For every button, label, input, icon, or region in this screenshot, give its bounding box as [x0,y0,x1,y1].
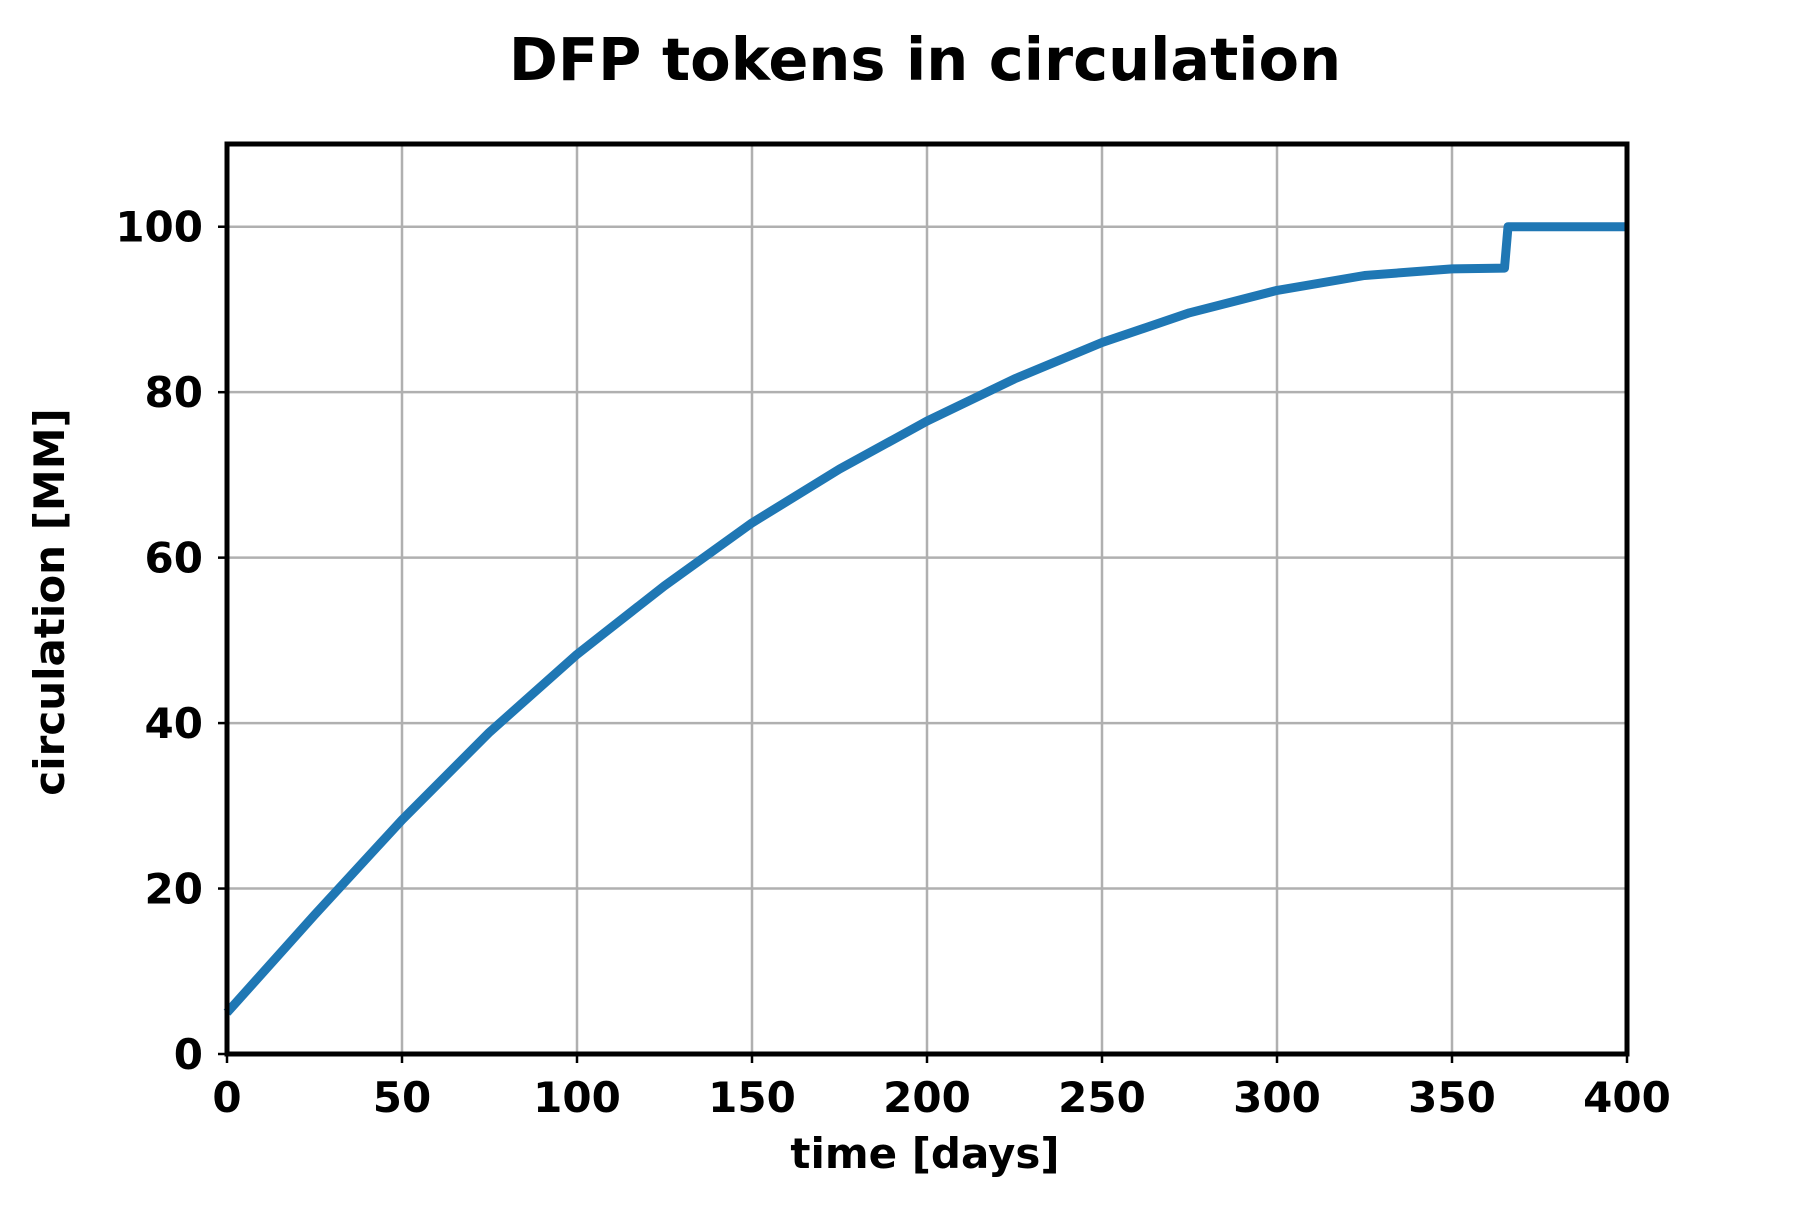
x-tick-label: 250 [1058,1073,1146,1122]
x-tick-label: 150 [708,1073,796,1122]
x-tick-label: 400 [1583,1073,1671,1122]
y-axis-label: circulation [MM] [25,408,74,795]
x-tick-label: 50 [373,1073,431,1122]
y-tick-label: 0 [174,1030,203,1079]
x-axis-label: time [days] [790,1129,1059,1178]
chart-title: DFP tokens in circulation [509,25,1341,94]
grid [225,144,1629,1056]
x-tick-label: 350 [1408,1073,1496,1122]
series-line [223,222,1627,1016]
y-axis-ticks: 0 20 40 60 80 100 [115,203,227,1079]
x-tick-label: 200 [883,1073,971,1122]
y-tick-label: 20 [145,865,203,914]
series-layer [223,222,1627,1016]
y-tick-label: 60 [145,534,203,583]
x-axis-ticks: 0 50 100 150 200 250 300 350 400 [212,1054,1671,1122]
x-tick-label: 0 [212,1073,241,1122]
y-tick-label: 80 [145,368,203,417]
y-tick-label: 40 [145,699,203,748]
x-tick-label: 100 [533,1073,621,1122]
x-tick-label: 300 [1233,1073,1321,1122]
y-tick-label: 100 [115,203,203,252]
